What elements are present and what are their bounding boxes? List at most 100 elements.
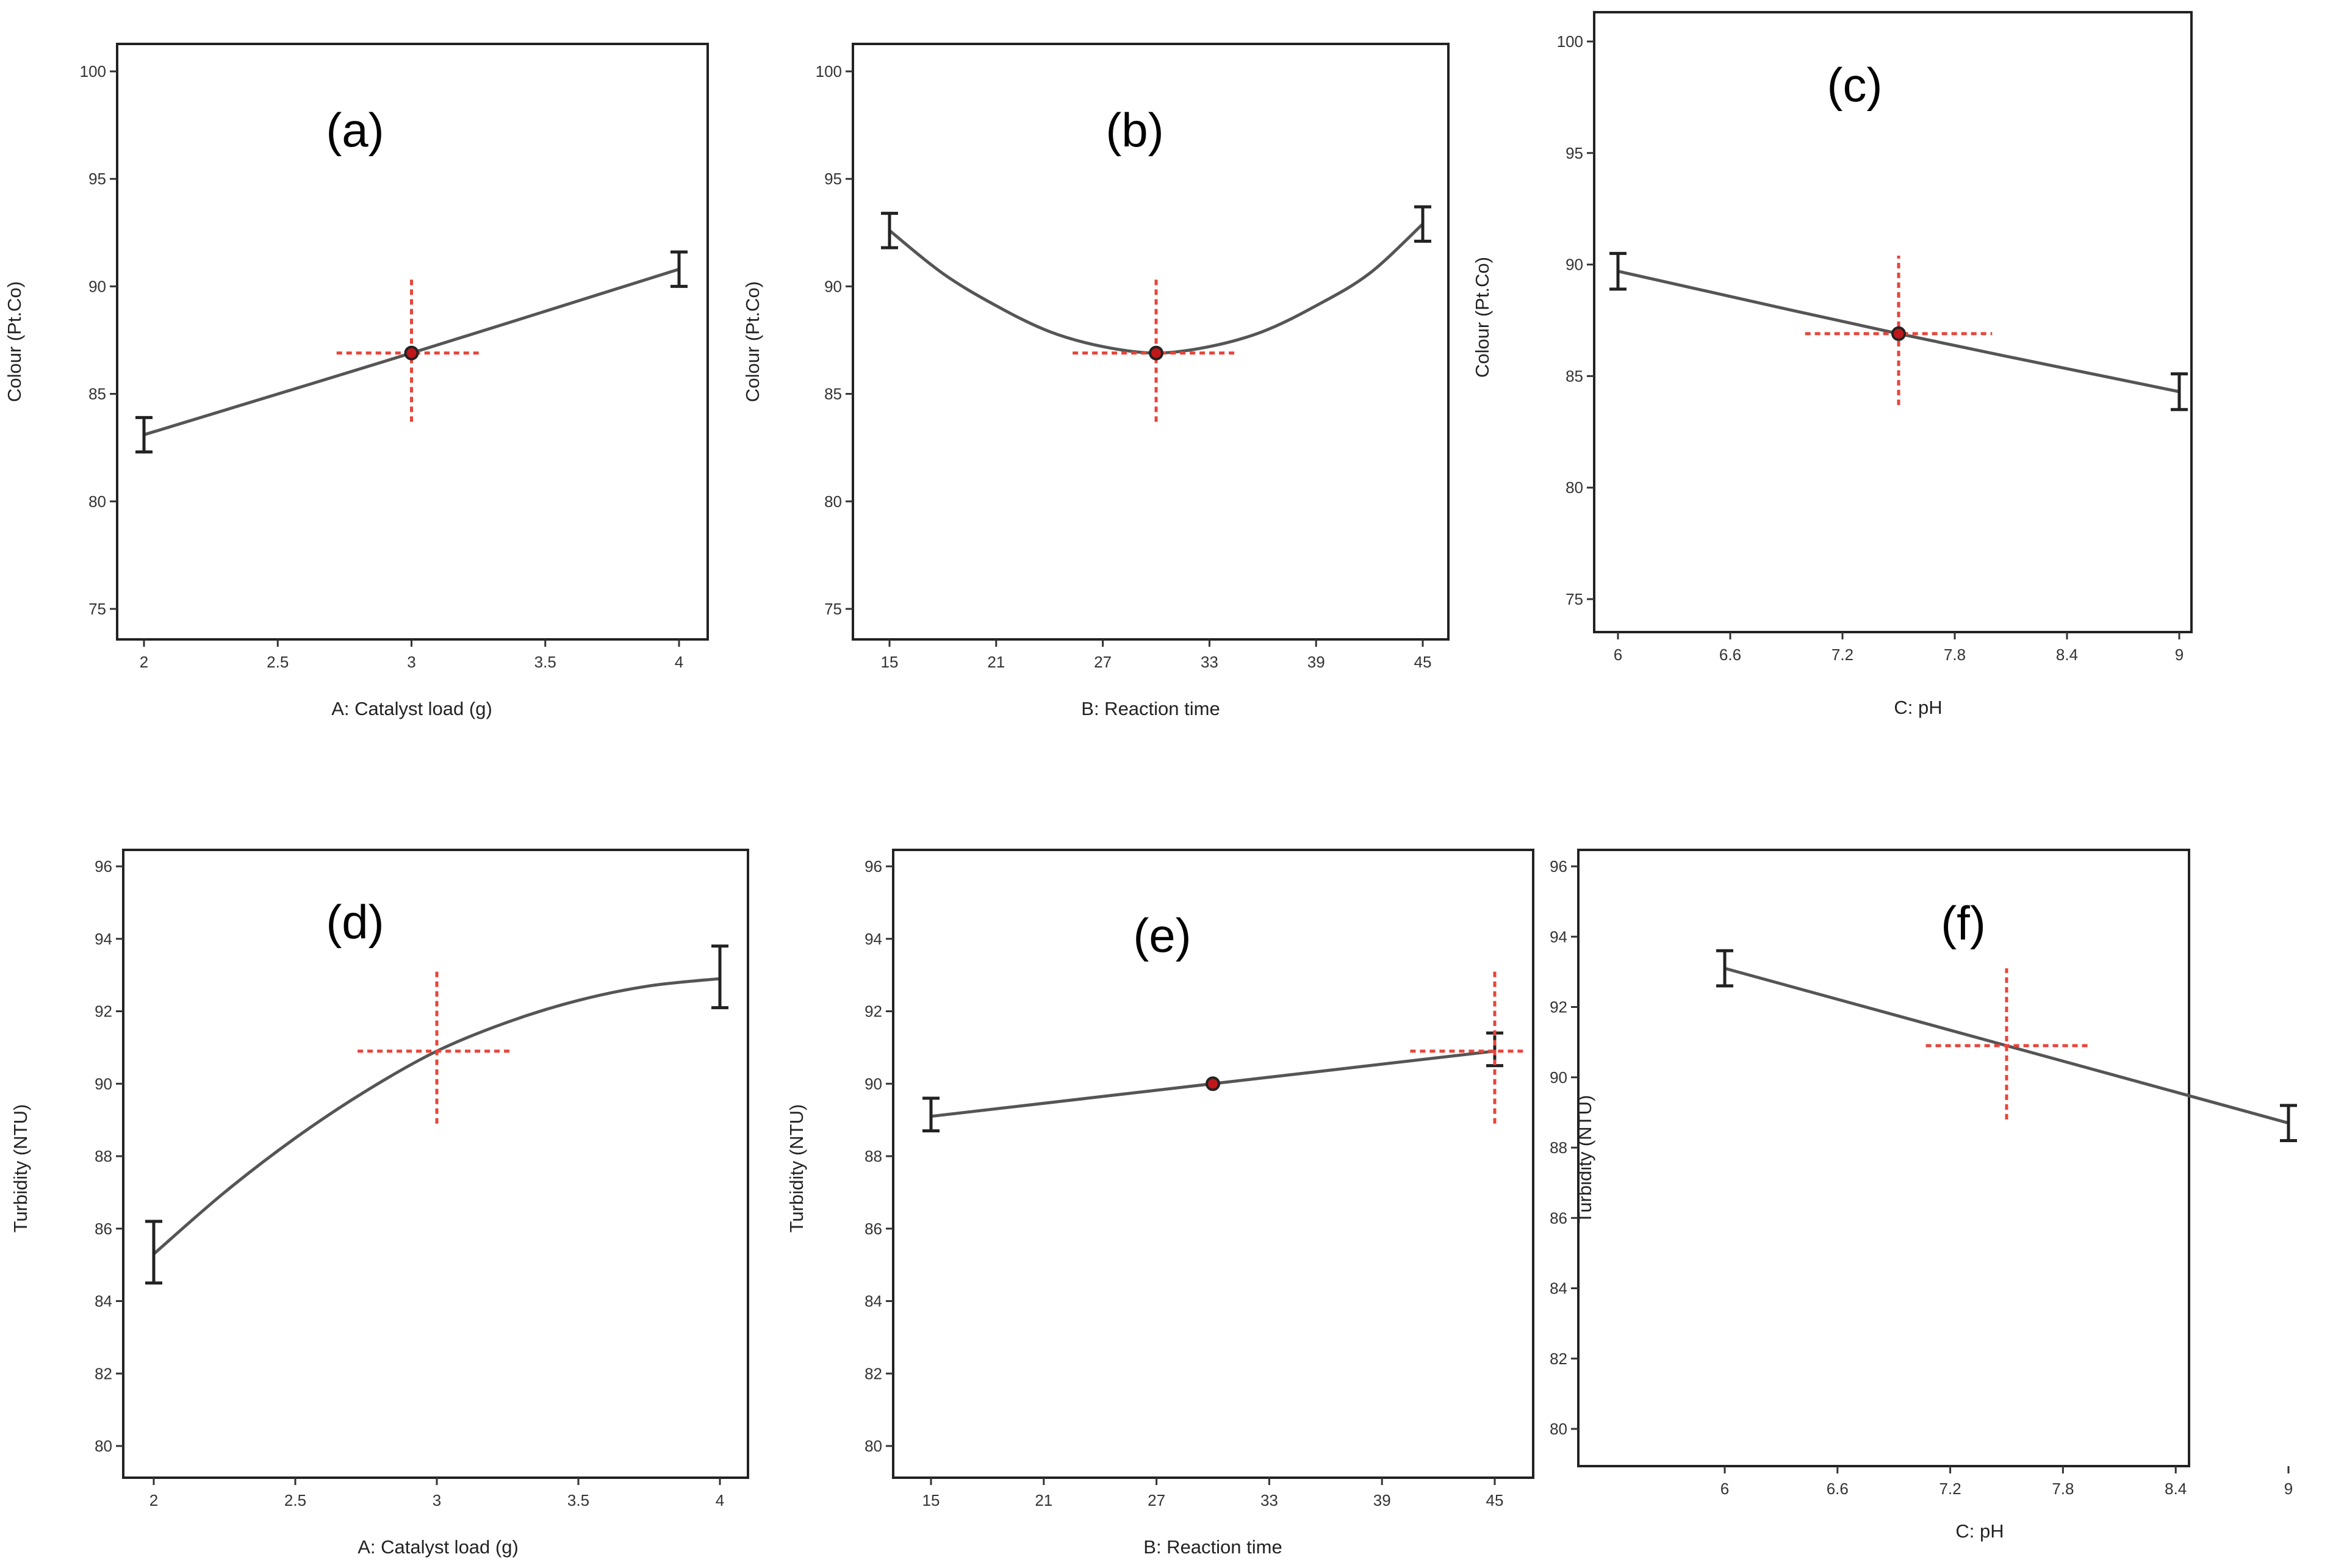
x-tick-label: 6 bbox=[1720, 1480, 1729, 1498]
chart-panel-3: 75 80 85 90 95 100 6 6.6 7.2 7.8 8.4 9 C: pH Colour (… bbox=[1472, 11, 2193, 718]
plot-frame bbox=[852, 43, 1450, 641]
y-tick-label: 80 bbox=[1566, 478, 1583, 497]
y-tick-label: 94 bbox=[1550, 927, 1567, 946]
y-tick-label: 85 bbox=[1566, 367, 1583, 385]
design-point-marker bbox=[1206, 1076, 1220, 1091]
y-tick-label: 90 bbox=[1566, 256, 1583, 274]
x-axis-label: A: Catalyst load (g) bbox=[358, 1536, 519, 1558]
y-tick-label: 90 bbox=[88, 277, 106, 295]
error-bar bbox=[2171, 372, 2188, 411]
x-tick-label: 15 bbox=[881, 653, 899, 671]
x-axis-label: A: Catalyst load (g) bbox=[331, 698, 492, 719]
y-tick-label: 95 bbox=[88, 170, 106, 188]
y-tick-label: 84 bbox=[1550, 1279, 1567, 1298]
y-tick-label: 85 bbox=[824, 385, 842, 403]
x-tick-label: 4 bbox=[675, 653, 683, 671]
y-axis-label: Colour (Pt.Co) bbox=[1472, 257, 1493, 378]
x-tick-label: 3 bbox=[407, 653, 415, 671]
y-tick-label: 82 bbox=[95, 1364, 112, 1383]
error-bar bbox=[135, 415, 153, 454]
y-tick-label: 100 bbox=[80, 62, 106, 81]
x-tick-label: 27 bbox=[1148, 1491, 1165, 1509]
x-tick-label: 6 bbox=[1614, 646, 1622, 664]
x-tick-label: 33 bbox=[1201, 653, 1218, 671]
x-tick-label: 2.5 bbox=[284, 1491, 306, 1509]
y-tick-label: 90 bbox=[95, 1074, 112, 1093]
design-point-marker bbox=[404, 345, 419, 361]
error-bar bbox=[1716, 949, 1733, 988]
error-bar bbox=[881, 212, 898, 250]
y-axis-label: Turbidity (NTU) bbox=[786, 1104, 807, 1233]
x-axis-label: C: pH bbox=[1955, 1520, 2004, 1542]
error-bar bbox=[1609, 251, 1627, 291]
x-tick-label: 21 bbox=[1035, 1491, 1052, 1509]
panel-label: (a) bbox=[326, 103, 384, 157]
panel-label: (e) bbox=[1133, 908, 1191, 962]
y-tick-label: 86 bbox=[95, 1220, 112, 1238]
y-tick-label: 80 bbox=[865, 1437, 882, 1455]
chart-panel-4: 80 82 84 86 88 90 92 94 96 2 2.5 3 3.5 4 A: Catalyst l… bbox=[10, 849, 749, 1558]
y-tick-label: 80 bbox=[88, 492, 106, 511]
y-tick-label: 96 bbox=[1550, 857, 1567, 876]
y-tick-label: 92 bbox=[1550, 998, 1567, 1016]
y-tick-label: 90 bbox=[1550, 1068, 1567, 1087]
y-tick-label: 92 bbox=[865, 1002, 882, 1021]
x-tick-label: 3.5 bbox=[534, 653, 556, 671]
x-tick-label: 4 bbox=[716, 1491, 724, 1509]
panel-label: (d) bbox=[326, 895, 384, 949]
y-tick-label: 95 bbox=[1566, 144, 1583, 162]
x-tick-label: 3 bbox=[433, 1491, 441, 1509]
x-tick-label: 2 bbox=[149, 1491, 158, 1509]
y-axis-label: Turbidity (NTU) bbox=[10, 1104, 31, 1233]
x-axis-label: C: pH bbox=[1894, 697, 1942, 718]
y-tick-label: 100 bbox=[816, 62, 842, 81]
plot-frame bbox=[122, 849, 749, 1479]
y-tick-label: 88 bbox=[95, 1147, 112, 1165]
x-tick-label: 21 bbox=[987, 653, 1005, 671]
y-tick-label: 80 bbox=[824, 492, 842, 511]
x-tick-label: 45 bbox=[1486, 1491, 1504, 1509]
y-tick-label: 94 bbox=[865, 930, 882, 948]
chart-panel-2: 75 80 85 90 95 100 15 21 27 33 39 45 B: Reaction tim… bbox=[742, 43, 1450, 719]
y-tick-label: 75 bbox=[1566, 590, 1583, 608]
y-tick-label: 96 bbox=[95, 857, 112, 876]
x-tick-label: 9 bbox=[2284, 1480, 2293, 1498]
panel-label: (c) bbox=[1827, 58, 1883, 112]
chart-panel-6: 80 82 84 86 88 90 92 94 96 6 6.6 7.2 7.8 8.4 9 C: pH Tur… bbox=[1550, 849, 2297, 1542]
y-tick-label: 75 bbox=[824, 600, 842, 618]
x-tick-label: 8.4 bbox=[2165, 1480, 2187, 1498]
plot-frame bbox=[1577, 849, 2190, 1467]
x-tick-label: 39 bbox=[1307, 653, 1325, 671]
y-tick-label: 88 bbox=[865, 1147, 882, 1165]
x-tick-label: 33 bbox=[1260, 1491, 1278, 1509]
y-tick-label: 82 bbox=[1550, 1350, 1567, 1368]
chart-panel-5: 80 82 84 86 88 90 92 94 96 15 21 27 33 39 45 B: Reactio… bbox=[786, 849, 1534, 1558]
panel-label: (b) bbox=[1105, 103, 1163, 157]
x-axis-label: B: Reaction time bbox=[1143, 1536, 1282, 1558]
y-tick-label: 86 bbox=[1550, 1209, 1567, 1227]
y-tick-label: 94 bbox=[95, 930, 112, 948]
y-tick-label: 90 bbox=[824, 277, 842, 295]
y-axis-label: Colour (Pt.Co) bbox=[742, 281, 763, 402]
x-tick-label: 15 bbox=[922, 1491, 940, 1509]
panel-label: (f) bbox=[1941, 896, 1986, 950]
x-tick-label: 7.8 bbox=[1944, 646, 1966, 664]
y-tick-label: 88 bbox=[1550, 1138, 1567, 1157]
x-tick-label: 7.8 bbox=[2052, 1480, 2074, 1498]
y-tick-label: 96 bbox=[865, 857, 882, 876]
x-tick-label: 8.4 bbox=[2056, 646, 2078, 664]
plot-frame bbox=[892, 849, 1534, 1479]
x-tick-label: 45 bbox=[1414, 653, 1432, 671]
y-tick-label: 100 bbox=[1557, 32, 1583, 51]
design-point-marker bbox=[1891, 326, 1906, 341]
y-tick-label: 80 bbox=[95, 1437, 112, 1455]
x-tick-label: 2 bbox=[140, 653, 148, 671]
y-tick-label: 90 bbox=[865, 1074, 882, 1093]
x-tick-label: 7.2 bbox=[1939, 1480, 1961, 1498]
design-point-marker bbox=[1149, 345, 1163, 361]
x-tick-label: 7.2 bbox=[1832, 646, 1853, 664]
x-tick-label: 6.6 bbox=[1827, 1480, 1849, 1498]
error-bar bbox=[145, 1220, 162, 1285]
x-tick-label: 2.5 bbox=[267, 653, 289, 671]
